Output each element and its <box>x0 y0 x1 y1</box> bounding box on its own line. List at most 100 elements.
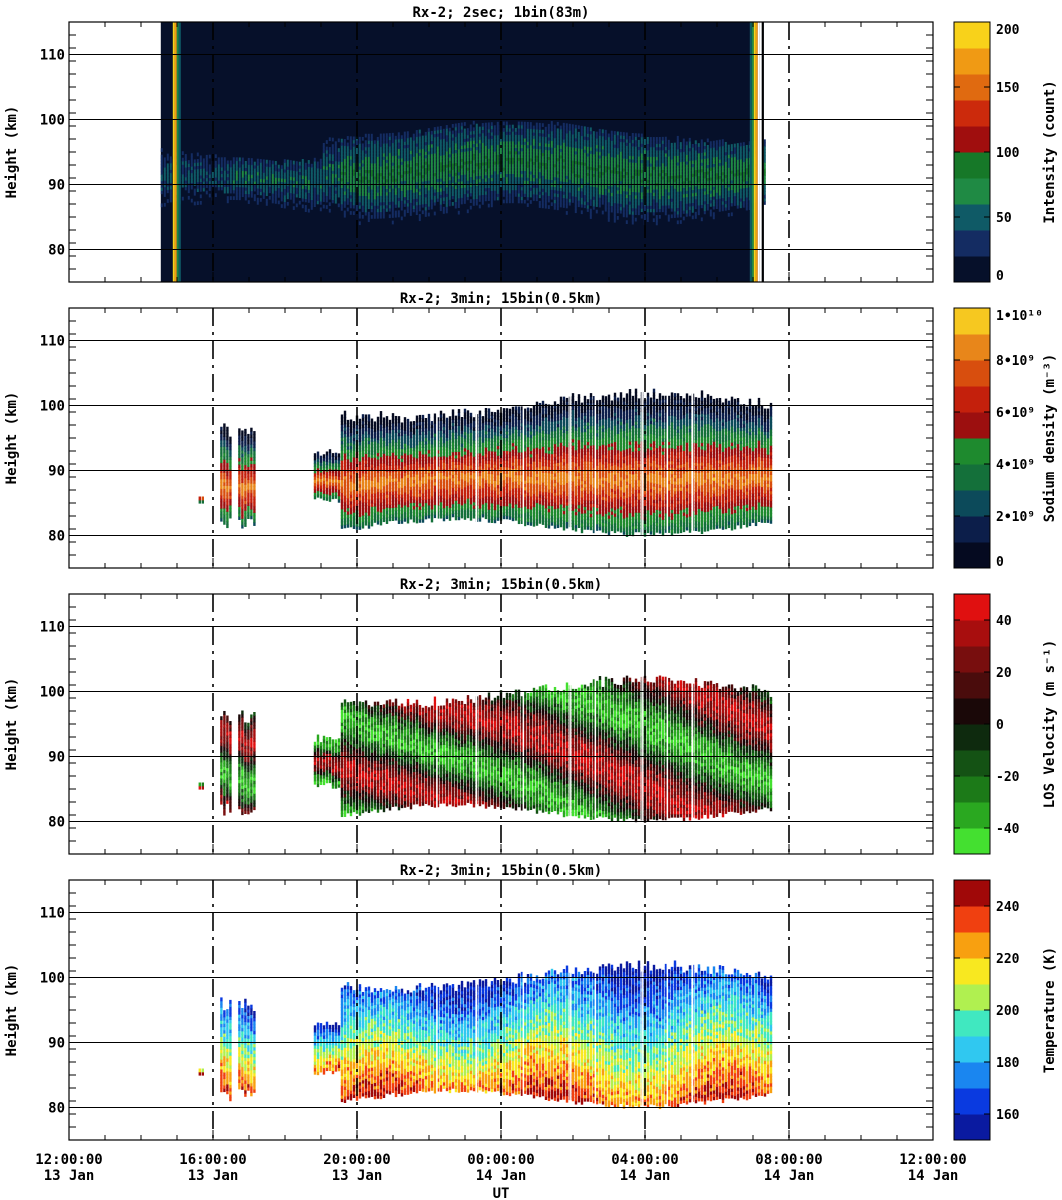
heatmap-cell <box>349 481 353 486</box>
heatmap-cell <box>553 127 556 132</box>
heatmap-cell <box>685 141 688 146</box>
heatmap-cell <box>565 178 568 183</box>
heatmap-cell <box>763 171 766 176</box>
heatmap-cell <box>529 200 532 204</box>
heatmap-cell <box>568 162 571 167</box>
heatmap-cell <box>238 441 241 446</box>
heatmap-cell <box>397 171 400 176</box>
heatmap-cell <box>724 161 727 166</box>
heatmap-cell <box>415 208 418 212</box>
heatmap-cell <box>238 163 241 168</box>
heatmap-cell <box>700 145 703 150</box>
heatmap-cell <box>613 147 616 152</box>
heatmap-cell <box>418 162 421 166</box>
heatmap-cell <box>691 186 694 190</box>
heatmap-cell <box>517 167 520 171</box>
heatmap-cell <box>496 147 499 152</box>
heatmap-cell <box>346 484 350 489</box>
heatmap-cell <box>346 455 350 460</box>
heatmap-cell <box>730 179 733 184</box>
heatmap-cell <box>457 123 460 127</box>
heatmap-cell <box>493 170 496 175</box>
heatmap-cell <box>319 188 322 192</box>
heatmap-cell <box>343 517 347 522</box>
heatmap-cell <box>226 462 229 467</box>
heatmap-cell <box>244 484 247 488</box>
heatmap-cell <box>226 186 229 191</box>
heatmap-cell <box>442 141 445 146</box>
heatmap-cell <box>358 162 361 167</box>
heatmap-cell <box>481 168 484 173</box>
heatmap-cell <box>346 514 350 518</box>
heatmap-cell <box>478 159 481 163</box>
heatmap-cell <box>601 184 604 189</box>
heatmap-cell <box>442 145 445 149</box>
heatmap-cell <box>496 193 499 198</box>
heatmap-cell <box>415 165 418 170</box>
heatmap-cell <box>514 137 517 142</box>
heatmap-cell <box>643 214 646 219</box>
heatmap-cell <box>745 200 748 204</box>
heatmap-cell <box>679 220 682 224</box>
heatmap-cell <box>571 176 574 181</box>
heatmap-cell <box>187 166 190 171</box>
heatmap-cell <box>577 196 580 201</box>
heatmap-cell <box>673 165 676 170</box>
heatmap-cell <box>454 146 457 151</box>
heatmap-cell <box>439 168 442 173</box>
heatmap-cell <box>595 209 598 214</box>
heatmap-cell <box>568 172 571 177</box>
heatmap-cell <box>475 130 478 134</box>
heatmap-cell <box>538 174 541 179</box>
heatmap-cell <box>199 200 202 205</box>
heatmap-cell <box>382 156 385 160</box>
heatmap-cell <box>382 191 385 196</box>
heatmap-cell <box>673 168 676 173</box>
heatmap-cell <box>298 187 301 192</box>
heatmap-cell <box>358 519 362 524</box>
heatmap-cell <box>343 191 346 195</box>
heatmap-cell <box>442 167 445 172</box>
heatmap-cell <box>679 168 682 172</box>
heatmap-cell <box>265 163 268 167</box>
heatmap-cell <box>355 175 358 180</box>
heatmap-cell <box>634 217 637 222</box>
heatmap-cell <box>631 159 634 163</box>
heatmap-cell <box>502 189 505 194</box>
heatmap-cell <box>238 431 241 436</box>
heatmap-cell <box>301 178 304 183</box>
heatmap-cell <box>661 198 664 203</box>
heatmap-cell <box>619 167 622 172</box>
heatmap-cell <box>199 184 202 189</box>
heatmap-cell <box>613 163 616 168</box>
heatmap-cell <box>589 159 592 164</box>
heatmap-cell <box>640 205 643 209</box>
heatmap-cell <box>379 175 382 180</box>
heatmap-cell <box>553 192 556 197</box>
heatmap-cell <box>265 166 268 171</box>
heatmap-cell <box>343 462 347 467</box>
heatmap-cell <box>709 160 712 165</box>
heatmap-cell <box>223 442 226 447</box>
heatmap-cell <box>598 132 601 136</box>
heatmap-cell <box>409 156 412 161</box>
heatmap-cell <box>664 185 667 190</box>
heatmap-cell <box>349 185 352 189</box>
heatmap-cell <box>664 205 667 209</box>
heatmap-cell <box>406 134 409 139</box>
heatmap-cell <box>436 155 439 160</box>
heatmap-cell <box>337 154 340 159</box>
heatmap-cell <box>526 128 529 133</box>
heatmap-cell <box>637 211 640 216</box>
heatmap-cell <box>397 148 400 153</box>
heatmap-cell <box>223 449 226 454</box>
heatmap-cell <box>724 190 727 195</box>
heatmap-cell <box>691 147 694 151</box>
heatmap-cell <box>256 200 259 205</box>
heatmap-cell <box>328 202 331 207</box>
heatmap-cell <box>535 177 538 182</box>
heatmap-cell <box>340 190 343 195</box>
heatmap-cell <box>526 196 529 201</box>
heatmap-cell <box>508 131 511 135</box>
heatmap-cell <box>418 184 421 189</box>
